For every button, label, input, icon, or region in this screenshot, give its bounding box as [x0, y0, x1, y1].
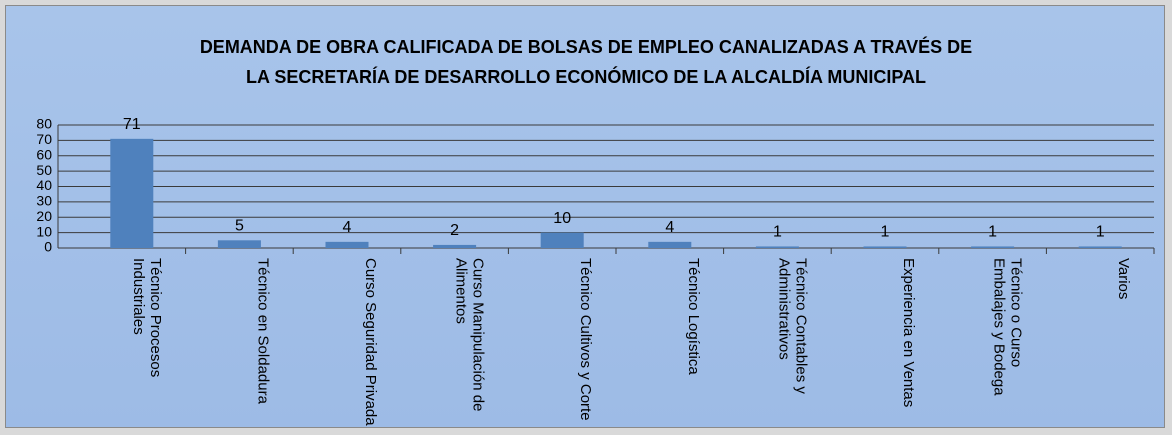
bar	[863, 246, 907, 248]
x-tick-label: Técnico Procesos Industriales	[129, 258, 164, 378]
y-tick-label: 70	[36, 131, 52, 147]
bar	[110, 138, 154, 248]
data-label: 4	[665, 219, 674, 236]
y-tick-label: 60	[36, 146, 52, 162]
x-tick-label: Curso Seguridad Privada	[362, 258, 379, 426]
bar	[433, 244, 477, 248]
y-tick-label: 20	[36, 208, 52, 224]
data-label: 2	[450, 222, 459, 239]
data-label: 4	[343, 219, 352, 236]
bar	[1078, 246, 1122, 248]
x-tick-label: Técnico Cultivos y Corte	[577, 258, 595, 421]
bar	[325, 241, 369, 248]
y-tick-label: 50	[36, 162, 52, 178]
y-tick-label: 80	[36, 116, 52, 132]
x-tick-label: Curso Manipulación de Alimentos	[452, 258, 487, 412]
bar	[755, 246, 799, 248]
bar	[971, 246, 1015, 248]
data-label: 1	[773, 224, 782, 241]
y-tick-label: 10	[36, 223, 52, 239]
bar	[217, 240, 261, 248]
chart-panel	[5, 5, 1165, 428]
x-tick-label: Técnico o Curso Embalajes y Bodega	[990, 258, 1025, 396]
x-tick-label: Experiencia en Ventas	[900, 258, 917, 408]
x-tick-label: Técnico Logística	[684, 258, 702, 375]
x-tick-label: Técnico Contables y Administrativos	[775, 258, 810, 394]
data-label: 1	[881, 224, 890, 241]
bar	[540, 232, 584, 248]
x-tick-label: Varios	[1115, 258, 1133, 300]
chart-title: DEMANDA DE OBRA CALIFICADA DE BOLSAS DE …	[200, 36, 972, 57]
data-label: 1	[988, 224, 997, 241]
data-label: 10	[553, 210, 571, 227]
data-label: 1	[1096, 224, 1105, 241]
data-label: 5	[235, 218, 244, 235]
x-tick-label: Técnico en Soldadura	[254, 258, 272, 404]
y-tick-label: 40	[36, 177, 52, 193]
y-tick-label: 0	[44, 239, 52, 255]
chart-title: LA SECRETARÍA DE DESARROLLO ECONÓMICO DE…	[246, 66, 926, 87]
data-label: 71	[123, 116, 141, 133]
y-tick-label: 30	[36, 193, 52, 209]
bar	[648, 241, 692, 248]
